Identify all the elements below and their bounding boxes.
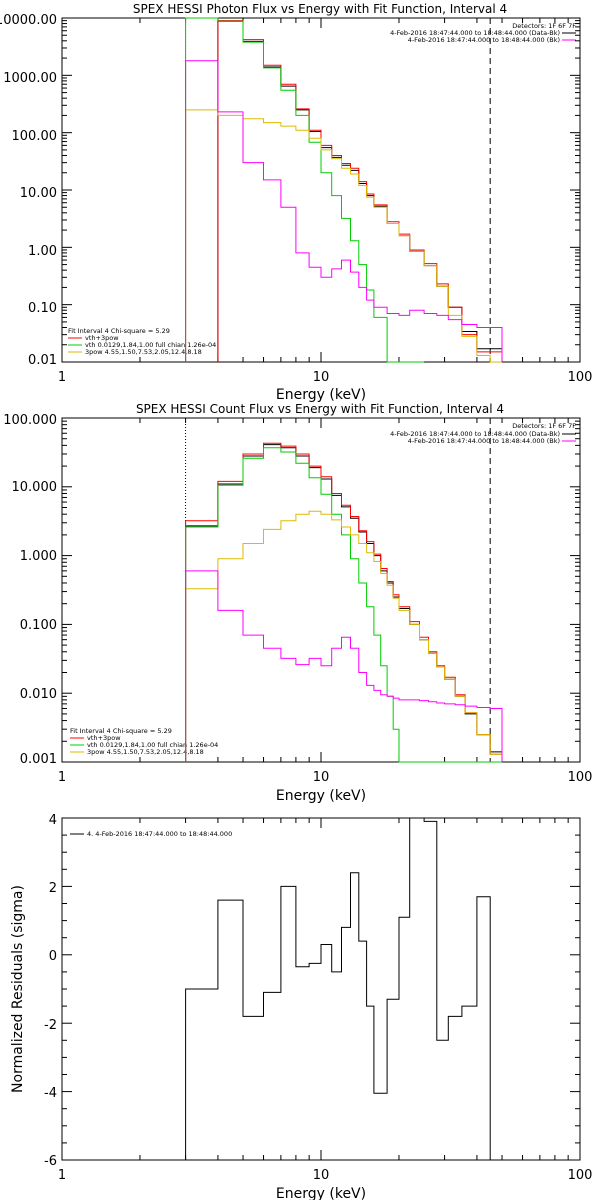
panel1-ytick-label: 0.10 <box>28 301 57 316</box>
panel2-ytick-label: 0.010 <box>20 687 57 702</box>
panel2-xlabel: Energy (keV) <box>276 788 366 804</box>
panel1-xtick-label: 10 <box>313 370 330 385</box>
panel1-ytick-label: 1.00 <box>28 244 57 259</box>
panel1-xlabel: Energy (keV) <box>276 387 366 403</box>
panel1-ytick-label: 100.00 <box>12 129 58 144</box>
panel2-legend-entry-pow: 3pow 4.55,1.50,7.53,2.05,12.4,8.18 <box>87 748 204 756</box>
panel1-plot-area <box>61 17 580 363</box>
panel3-xlabel: Energy (keV) <box>276 1186 366 1200</box>
panel2-ytick-label: 100.000 <box>3 413 57 428</box>
panel1-legend-header: Detectors: 1F 6F 7F <box>512 22 576 30</box>
panel3-series-residuals <box>185 817 491 1160</box>
panel1-ytick-label: 10000.00 <box>0 13 57 28</box>
panel2-legend-fit-header: Fit Interval 4 Chi-square = 5.29 <box>70 727 172 735</box>
panel3-legend-entry: 4. 4-Feb-2016 18:47:44.000 to 18:48:44.0… <box>87 830 232 838</box>
panel1-ytick-label: 1000.00 <box>3 71 57 86</box>
panel2-legend-entry-fit: vth+3pow <box>87 734 121 742</box>
panel2-series-bkg <box>185 570 503 762</box>
panel2-legend-entry-bkg: 4-Feb-2016 18:47:44.000 to 18:48:44.000 … <box>408 437 560 445</box>
panel1-legend-entry-vth: vth 0.0129,1.84,1.00 full chian 1.26e-04 <box>85 341 216 349</box>
panel1-legend-entry-bkg: 4-Feb-2016 18:47:44.000 to 18:48:44.000 … <box>408 36 560 44</box>
panel2-title: SPEX HESSI Count Flux vs Energy with Fit… <box>136 402 504 416</box>
panel3-ytick-label: 0 <box>49 949 57 964</box>
panel2-series-vth <box>185 447 502 763</box>
panel2-series-fit <box>185 442 503 762</box>
panel2-xticklabels: 1 10 100 <box>58 770 593 785</box>
panel3-frame <box>61 817 581 1161</box>
panel3-ylabel: Normalized Residuals (sigma) <box>10 885 26 1093</box>
panel3-xtick-label: 100 <box>568 1168 593 1183</box>
panel1-series-vth <box>185 17 425 363</box>
residuals-panel: -6 -4 -2 0 2 4 1 10 100 Energy (keV) Nor… <box>10 813 592 1200</box>
panel1-series-fit <box>217 20 503 362</box>
panel2-legend-header: Detectors: 1F 6F 7F <box>512 422 576 430</box>
panel1-ytick-label: 0.01 <box>28 353 57 368</box>
panel2-legend-entry-vth: vth 0.0129,1.84,1.00 full chian 1.26e-04 <box>87 741 218 749</box>
panel2-ytick-label: 0.001 <box>20 752 57 767</box>
panel3-legend: 4. 4-Feb-2016 18:47:44.000 to 18:48:44.0… <box>70 830 232 838</box>
panel1-title: SPEX HESSI Photon Flux vs Energy with Fi… <box>133 2 507 16</box>
count-flux-panel: SPEX HESSI Count Flux vs Energy with Fit… <box>3 402 592 804</box>
panel3-ytick-label: 2 <box>49 881 57 896</box>
panel2-xtick-label: 10 <box>313 770 330 785</box>
panel2-series-pow <box>185 510 503 762</box>
panel3-yticklabels: -6 -4 -2 0 2 4 <box>44 813 57 1169</box>
panel2-series-data <box>185 444 503 762</box>
panel1-legend-top-right: Detectors: 1F 6F 7F 4-Feb-2016 18:47:44.… <box>390 22 576 44</box>
photon-flux-panel: SPEX HESSI Photon Flux vs Energy with Fi… <box>0 2 592 403</box>
panel1-xtick-label: 1 <box>58 370 66 385</box>
panel1-legend-entry-pow: 3pow 4.55,1.50,7.53,2.05,12.4,8.18 <box>85 348 202 356</box>
panel3-xtick-label: 10 <box>313 1168 330 1183</box>
panel1-series-data <box>217 20 503 362</box>
panel1-xtick-label: 100 <box>568 370 593 385</box>
panel2-xtick-label: 100 <box>568 770 593 785</box>
panel2-plot-area <box>61 418 580 763</box>
panel2-legend-bottom-left: Fit Interval 4 Chi-square = 5.29 vth+3po… <box>70 727 218 756</box>
panel1-legend-bottom-left: Fit Interval 4 Chi-square = 5.29 vth+3po… <box>68 327 216 356</box>
panel3-ytick-label: -4 <box>44 1086 57 1101</box>
panel1-legend-fit-header: Fit Interval 4 Chi-square = 5.29 <box>68 327 170 335</box>
panel2-xtick-label: 1 <box>58 770 66 785</box>
panel3-xticklabels: 1 10 100 <box>58 1168 593 1183</box>
panel3-xtick-label: 1 <box>58 1168 66 1183</box>
panel3-ytick-label: -2 <box>44 1018 57 1033</box>
panel2-legend-top-right: Detectors: 1F 6F 7F 4-Feb-2016 18:47:44.… <box>390 422 576 445</box>
panel1-series-pow <box>185 109 502 363</box>
panel2-ytick-label: 10.000 <box>12 480 58 495</box>
panel3-ytick-label: -6 <box>44 1154 57 1169</box>
panel1-frame <box>61 17 581 363</box>
panel3-plot-area <box>61 817 580 1161</box>
panel1-legend-entry-fit: vth+3pow <box>85 334 119 342</box>
panel3-ytick-label: 4 <box>49 813 57 828</box>
panel1-xticklabels: 1 10 100 <box>58 370 593 385</box>
panel2-ytick-label: 0.100 <box>20 618 57 633</box>
panel2-yticklabels: 0.001 0.010 0.100 1.000 10.000 100.000 <box>3 413 57 767</box>
panel1-series-bkg <box>185 60 503 362</box>
panel2-ytick-label: 1.000 <box>20 549 57 564</box>
panel2-legend-entry-data: 4-Feb-2016 18:47:44.000 to 18:48:44.000 … <box>390 430 560 438</box>
panel1-ytick-label: 10.00 <box>20 186 57 201</box>
panel1-yticklabels: 0.01 0.10 1.00 10.00 100.00 1000.00 1000… <box>0 13 57 368</box>
panel1-legend-entry-data: 4-Feb-2016 18:47:44.000 to 18:48:44.000 … <box>390 29 560 37</box>
